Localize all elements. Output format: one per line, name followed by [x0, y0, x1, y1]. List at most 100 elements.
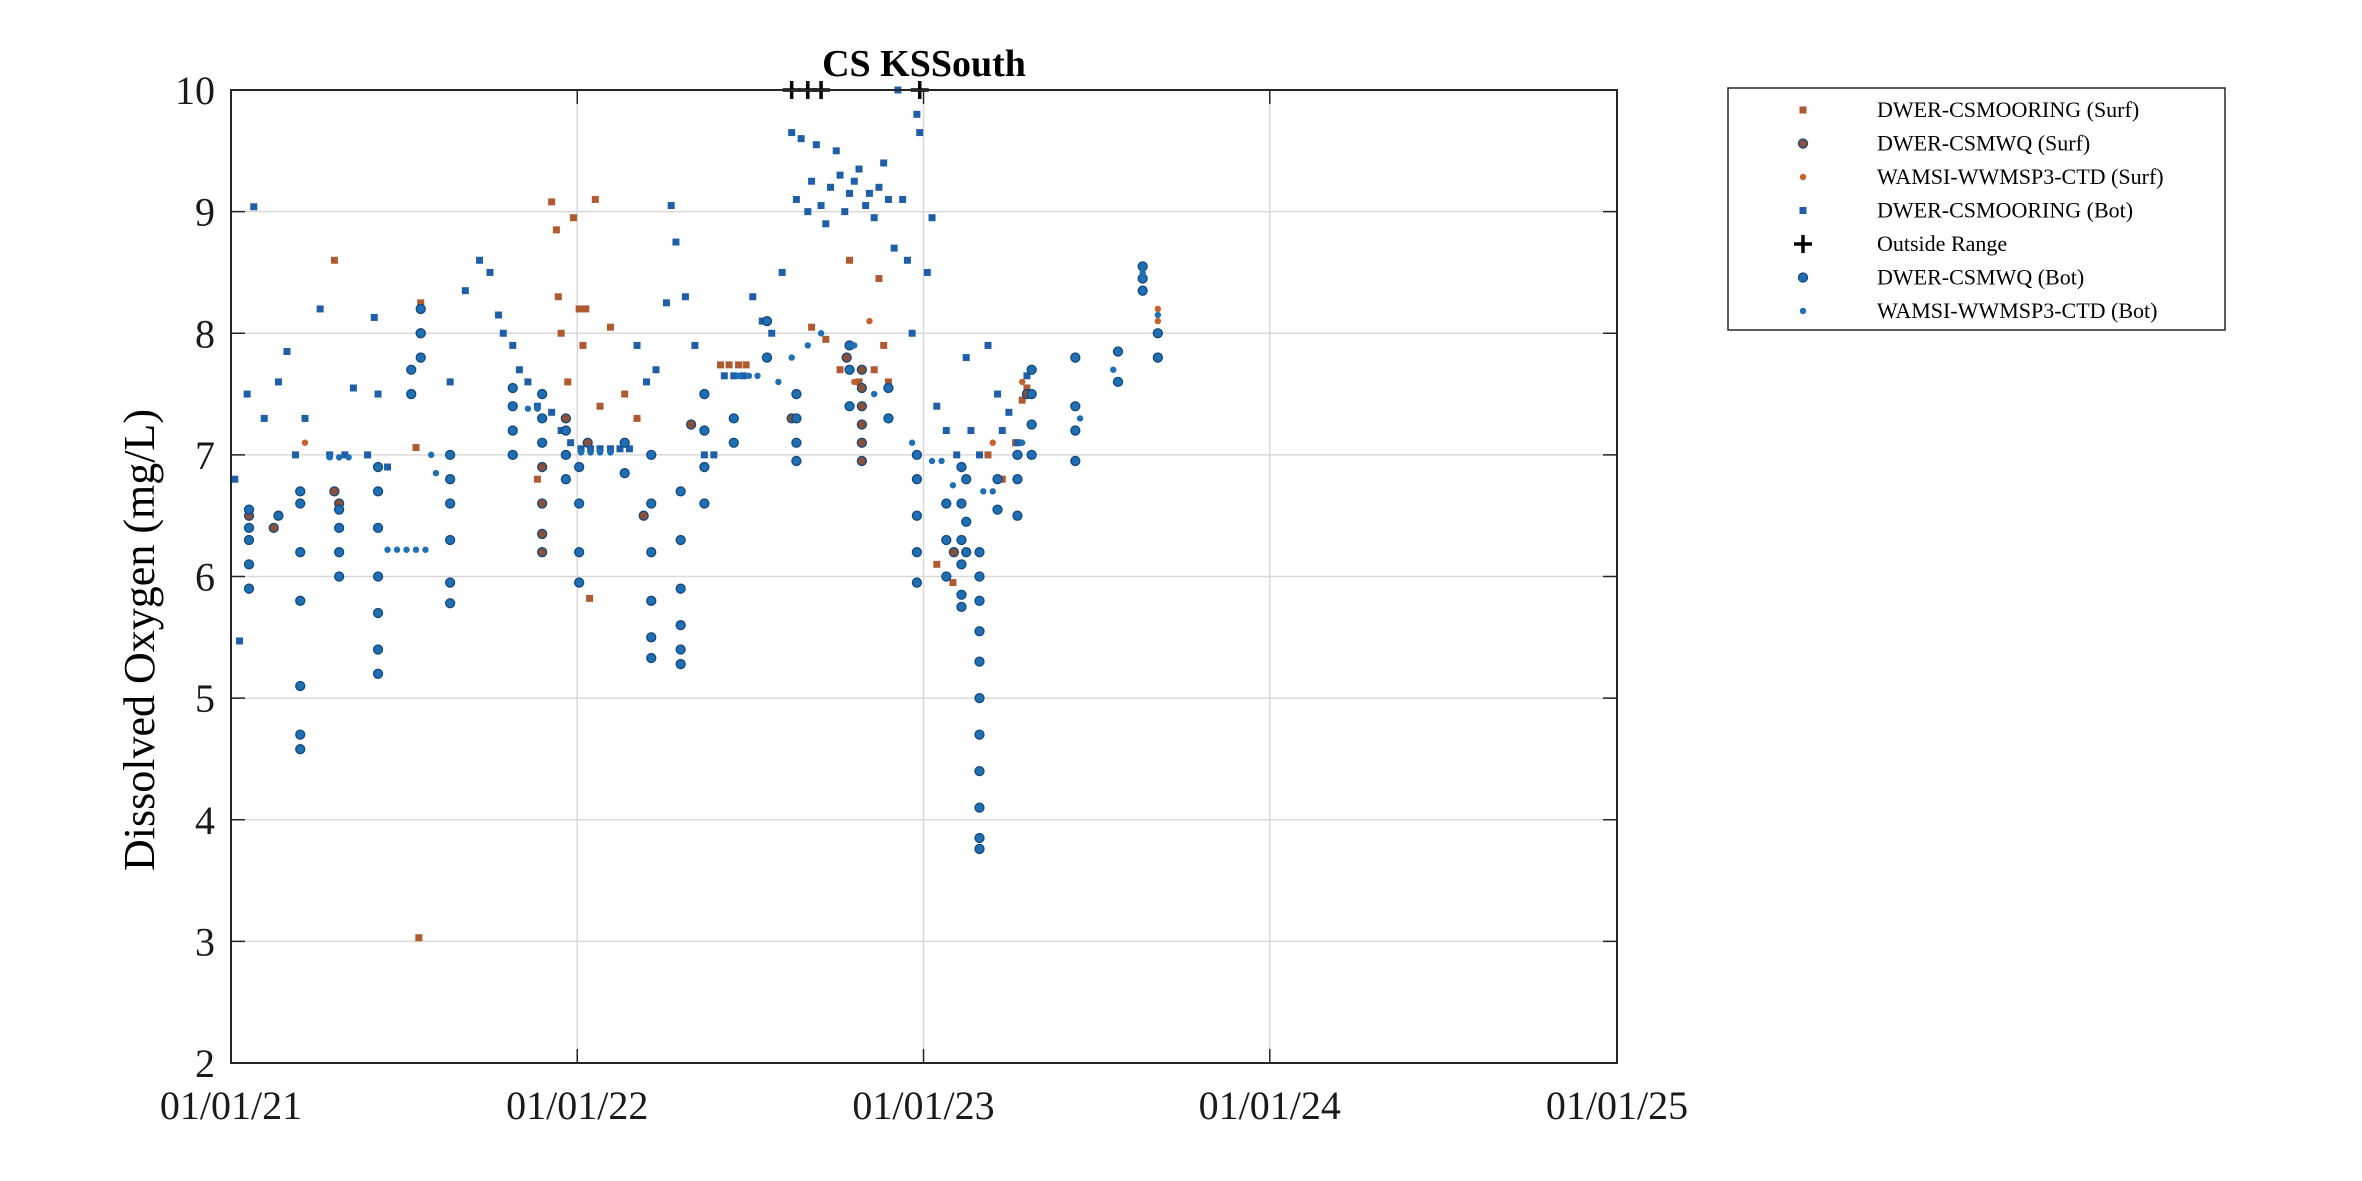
- data-point: [295, 680, 306, 692]
- data-point: [961, 547, 972, 558]
- data-point: [699, 461, 710, 473]
- data-point: [856, 437, 868, 448]
- data-point: [515, 366, 523, 374]
- data-point: [1152, 352, 1163, 363]
- legend-marker: [1799, 173, 1807, 181]
- legend-label: WAMSI-WWMSP3-CTD (Bot): [1877, 298, 2158, 323]
- data-point: [974, 843, 985, 855]
- data-point: [606, 445, 614, 453]
- data-point: [486, 268, 494, 276]
- data-point: [444, 449, 456, 461]
- data-point: [384, 463, 392, 471]
- data-point: [243, 583, 255, 594]
- data-point: [938, 457, 945, 465]
- data-point: [292, 451, 300, 459]
- data-point: [1137, 285, 1148, 296]
- data-point: [725, 361, 733, 369]
- data-point: [851, 378, 858, 386]
- data-point: [406, 364, 417, 375]
- data-point: [846, 256, 854, 264]
- data-point: [587, 445, 595, 453]
- legend-marker: [1799, 307, 1807, 315]
- data-point: [949, 579, 957, 587]
- data-point: [537, 437, 548, 448]
- legend-marker: [1797, 138, 1809, 149]
- data-point: [574, 461, 585, 473]
- legend-marker: [1799, 207, 1807, 214]
- data-point: [646, 652, 657, 664]
- data-point: [1023, 384, 1031, 392]
- data-point: [675, 583, 686, 594]
- data-point: [333, 522, 345, 533]
- data-point: [461, 287, 469, 295]
- data-point: [273, 510, 284, 521]
- data-point: [372, 607, 384, 619]
- data-point: [836, 366, 844, 374]
- data-point: [586, 594, 594, 602]
- data-point: [507, 401, 518, 412]
- data-point: [911, 510, 923, 521]
- data-point: [349, 384, 357, 392]
- data-point: [956, 589, 967, 600]
- data-point: [507, 449, 518, 461]
- data-point: [788, 129, 796, 137]
- x-tick-label: 01/01/23: [852, 1083, 994, 1128]
- data-point: [646, 632, 657, 643]
- data-point: [911, 577, 923, 588]
- data-point: [720, 372, 728, 380]
- data-point: [1154, 317, 1162, 325]
- data-point: [364, 451, 372, 459]
- data-point: [735, 372, 742, 380]
- data-point: [415, 303, 426, 315]
- legend-label: DWER-CSMOORING (Surf): [1877, 97, 2139, 122]
- data-point: [554, 293, 562, 301]
- data-point: [1070, 425, 1081, 436]
- data-point: [444, 577, 456, 588]
- data-point: [633, 341, 641, 349]
- data-point: [1154, 311, 1162, 319]
- data-point: [672, 238, 680, 246]
- data-point: [560, 449, 572, 461]
- legend-label: Outside Range: [1877, 231, 2007, 256]
- series-5: [243, 261, 1163, 855]
- data-point: [533, 475, 541, 483]
- tick-labels: 2 3 4 5 6 7 8 9 10 01/01/21 01/01/22 01/01/23 01/01/…: [160, 68, 1688, 1128]
- data-point: [984, 341, 992, 349]
- data-point: [989, 439, 996, 446]
- y-tick-label: 8: [195, 311, 215, 356]
- data-point: [967, 427, 975, 435]
- data-point: [374, 390, 382, 398]
- data-point: [1112, 376, 1124, 388]
- data-point: [870, 366, 878, 374]
- data-point: [961, 474, 972, 485]
- data-point: [875, 183, 883, 191]
- data-point: [427, 451, 435, 459]
- data-point: [791, 413, 802, 424]
- data-point: [1018, 396, 1026, 404]
- data-point: [735, 361, 743, 369]
- data-point: [875, 275, 883, 283]
- data-point: [880, 341, 888, 349]
- data-point: [942, 427, 950, 435]
- data-point: [974, 765, 985, 777]
- data-point: [903, 256, 911, 264]
- data-point: [548, 408, 556, 416]
- data-point: [911, 474, 923, 485]
- data-point: [841, 208, 849, 216]
- data-point: [582, 305, 590, 313]
- data-point: [808, 323, 816, 331]
- data-point: [507, 382, 518, 394]
- data-point: [974, 547, 985, 558]
- y-tick-label: 4: [195, 798, 215, 843]
- data-point: [761, 315, 773, 327]
- data-point: [745, 372, 753, 380]
- data-point: [567, 439, 575, 447]
- data-point: [691, 341, 699, 349]
- data-point: [797, 135, 805, 143]
- data-point: [699, 425, 710, 436]
- data-point: [992, 504, 1003, 515]
- data-point: [537, 547, 548, 558]
- data-point: [243, 534, 255, 546]
- data-point: [537, 413, 548, 424]
- data-point: [596, 402, 604, 410]
